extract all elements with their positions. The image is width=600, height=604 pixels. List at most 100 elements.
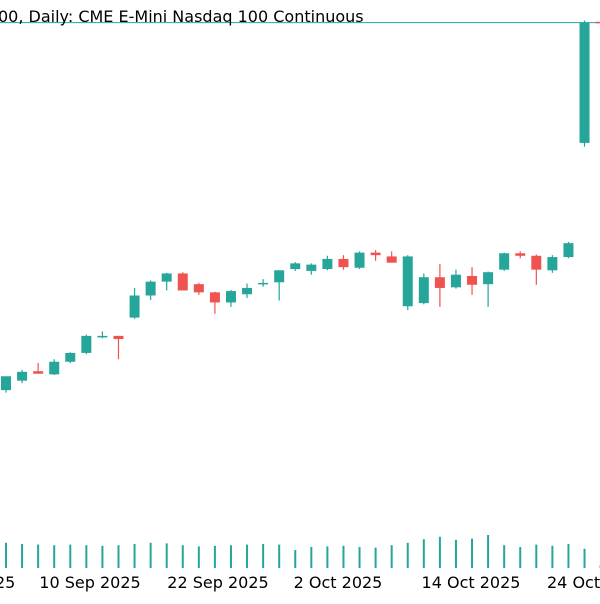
candles-layer (1, 20, 600, 393)
candle-body (97, 336, 107, 338)
chart-title: 00, Daily: CME E-Mini Nasdaq 100 Continu… (0, 7, 364, 26)
candle-2025-09-22 (226, 290, 236, 307)
volume-bar-2025-10-21 (567, 544, 569, 568)
candle-2025-09-24 (258, 279, 268, 287)
volume-bar-2025-10-06 (391, 545, 393, 568)
candle-2025-09-26 (290, 262, 300, 271)
volume-bar-2025-09-29 (310, 547, 312, 568)
candle-body (1, 376, 11, 390)
candle-body (483, 272, 493, 284)
candle-body (515, 253, 525, 256)
candle-body (580, 22, 590, 142)
candle-2025-09-08 (65, 352, 75, 363)
candle-2025-09-29 (306, 263, 316, 274)
candle-body (371, 253, 381, 256)
candle-2025-10-09 (435, 264, 445, 307)
candle-2025-09-12 (130, 288, 140, 319)
candle-body (547, 257, 557, 270)
candle-2025-10-21 (563, 242, 573, 258)
candle-body (242, 288, 252, 294)
volume-bar-2025-10-17 (535, 545, 537, 568)
candle-body (387, 256, 397, 262)
volume-bar-2025-09-05 (53, 545, 55, 568)
volume-bar-2025-09-23 (246, 545, 248, 568)
candle-body (210, 292, 220, 302)
candle-body (65, 353, 75, 362)
candle-2025-09-09 (81, 335, 91, 355)
candle-body (17, 372, 27, 381)
volume-bar-2025-09-12 (134, 544, 136, 568)
candle-body (274, 270, 284, 282)
candle-body (33, 371, 43, 374)
volume-bar-2025-09-15 (150, 543, 152, 568)
volume-layer (5, 535, 600, 568)
volume-bar-2025-10-16 (519, 547, 521, 568)
volume-bar-2025-10-14 (487, 535, 489, 568)
candle-body (226, 291, 236, 302)
candle-body (178, 273, 188, 290)
candle-body (435, 277, 445, 288)
candle-body (146, 282, 156, 296)
volume-bar-2025-09-26 (294, 550, 296, 568)
volume-bar-2025-09-10 (101, 546, 103, 568)
candle-body (258, 283, 268, 285)
volume-bar-2025-09-19 (214, 546, 216, 568)
x-tick-label: 14 Oct 2025 (422, 573, 521, 592)
x-tick-label: 2 Oct 2025 (294, 573, 383, 592)
volume-bar-2025-10-22 (584, 549, 586, 568)
volume-bar-2025-09-22 (230, 545, 232, 568)
candle-body (451, 275, 461, 288)
candle-2025-10-06 (387, 251, 397, 262)
volume-bar-2025-09-25 (278, 545, 280, 568)
candle-2025-10-10 (451, 270, 461, 289)
candle-body (563, 243, 573, 257)
volume-bar-2025-09-24 (262, 544, 264, 568)
candle-body (531, 256, 541, 270)
volume-bar-2025-09-03 (21, 544, 23, 568)
candle-2025-09-11 (113, 336, 123, 359)
volume-bar-2025-09-08 (69, 545, 71, 568)
candle-2025-10-17 (531, 255, 541, 285)
candle-body (403, 256, 413, 306)
candle-body (467, 276, 477, 285)
candle-2025-09-16 (162, 273, 172, 291)
candle-2025-10-14 (483, 272, 493, 307)
candle-2025-10-08 (419, 273, 429, 304)
candle-body (81, 336, 91, 353)
volume-bar-2025-10-03 (375, 548, 377, 568)
candle-2025-09-03 (17, 370, 27, 383)
volume-bar-2025-10-13 (471, 539, 473, 568)
candle-body (419, 277, 429, 303)
candle-2025-10-16 (515, 251, 525, 258)
volume-bar-2025-09-09 (85, 545, 87, 568)
volume-bar-2025-09-17 (182, 545, 184, 568)
volume-bar-2025-09-11 (117, 545, 119, 568)
volume-bar-2025-09-04 (37, 545, 39, 568)
candle-body (596, 22, 600, 24)
candle-2025-09-17 (178, 272, 188, 290)
candle-2025-10-23 (596, 20, 600, 23)
candle-2025-09-15 (146, 280, 156, 300)
candle-2025-09-30 (322, 256, 332, 271)
candle-2025-10-20 (547, 255, 557, 273)
candle-2025-10-03 (371, 250, 381, 261)
candle-2025-09-05 (49, 359, 59, 375)
candle-body (355, 253, 365, 268)
candle-body (338, 259, 348, 267)
candle-body (290, 263, 300, 269)
candle-body (49, 362, 59, 375)
candle-body (162, 273, 172, 281)
x-tick-label: 25 (0, 573, 15, 592)
volume-bar-2025-10-07 (407, 543, 409, 568)
candle-2025-09-04 (33, 363, 43, 374)
candle-2025-09-10 (97, 331, 107, 338)
volume-bar-2025-09-16 (166, 543, 168, 568)
candle-2025-09-25 (274, 270, 284, 300)
volume-bar-2025-09-30 (326, 546, 328, 568)
volume-bar-2025-10-01 (342, 546, 344, 568)
volume-bar-2025-10-09 (439, 537, 441, 568)
volume-bar-2025-09-02 (5, 543, 7, 568)
